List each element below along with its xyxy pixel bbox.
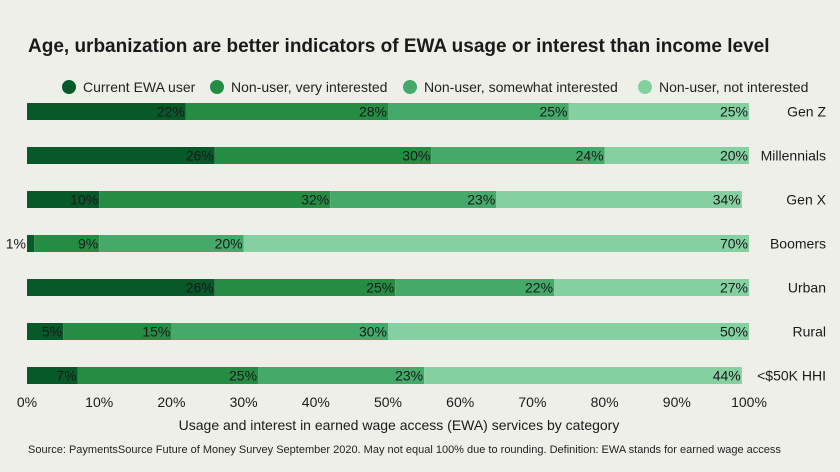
bar-segment-boomers-non-user-somewhat-interested [99,235,244,252]
legend-item-current-user: Current EWA user [62,79,210,95]
bar-segment-gen-x-non-user-very-interested [99,191,331,208]
data-label-urban-current-ewa-user: 26% [186,280,214,296]
x-tick-label-10: 100% [731,394,767,410]
bar-segment-millennials-non-user-not-interested [604,147,749,164]
data-label-millennials-current-ewa-user: 26% [186,148,214,164]
bar-segment-rural-current-ewa-user [27,323,64,340]
bar-segment-urban-current-ewa-user [27,279,215,296]
x-tick-label-5: 50% [374,394,402,410]
legend-swatch-current-user [62,80,76,94]
data-label-gen-z-current-ewa-user: 22% [157,104,185,120]
category-label-50k-hhi: <$50K HHI [757,368,826,384]
legend-label-somewhat-interested: Non-user, somewhat interested [424,79,618,95]
legend-swatch-somewhat-interested [403,80,417,94]
data-label-millennials-non-user-not-interested: 20% [720,148,748,164]
x-tick-label-2: 20% [157,394,185,410]
bar-segment-rural-non-user-somewhat-interested [171,323,388,340]
bar-segment-50k-hhi-non-user-very-interested [77,367,259,384]
x-tick-label-0: 0% [17,394,37,410]
data-label-gen-z-non-user-somewhat-interested: 25% [539,104,567,120]
data-label-50k-hhi-non-user-very-interested: 25% [229,368,257,384]
bar-segment-urban-non-user-not-interested [554,279,749,296]
category-label-rural: Rural [793,324,826,340]
bar-segment-gen-z-current-ewa-user [27,103,186,120]
legend-item-somewhat-interested: Non-user, somewhat interested [403,79,638,95]
bar-segment-50k-hhi-non-user-not-interested [424,367,742,384]
data-label-gen-x-current-ewa-user: 10% [70,192,98,208]
category-label-urban: Urban [788,280,826,296]
data-label-rural-non-user-somewhat-interested: 30% [359,324,387,340]
x-tick-label-8: 80% [591,394,619,410]
bar-segment-boomers-non-user-very-interested [34,235,100,252]
data-label-millennials-non-user-very-interested: 30% [402,148,430,164]
bar-segment-boomers-current-ewa-user [27,235,35,252]
bar-segment-50k-hhi-non-user-somewhat-interested [258,367,425,384]
data-label-millennials-non-user-somewhat-interested: 24% [576,148,604,164]
x-axis-title: Usage and interest in earned wage access… [179,417,620,433]
bar-segment-millennials-non-user-somewhat-interested [431,147,605,164]
legend-label-current-user: Current EWA user [83,79,196,95]
data-label-50k-hhi-current-ewa-user: 7% [56,368,76,384]
bar-segment-urban-non-user-somewhat-interested [395,279,555,296]
data-label-gen-x-non-user-somewhat-interested: 23% [467,192,495,208]
category-label-millennials: Millennials [761,148,826,164]
x-tick-label-9: 90% [663,394,691,410]
data-label-rural-non-user-very-interested: 15% [142,324,170,340]
category-label-gen-z: Gen Z [787,104,826,120]
legend: Current EWA user Non-user, very interest… [62,78,808,96]
x-tick-label-4: 40% [302,394,330,410]
legend-swatch-not-interested [638,80,652,94]
bar-segment-boomers-non-user-not-interested [243,235,749,252]
bar-segment-millennials-current-ewa-user [27,147,215,164]
data-label-urban-non-user-somewhat-interested: 22% [525,280,553,296]
bar-segment-gen-z-non-user-somewhat-interested [388,103,569,120]
chart-title: Age, urbanization are better indicators … [28,36,770,57]
category-label-gen-x: Gen X [786,192,826,208]
data-label-boomers-current-ewa-user: 1% [6,236,26,252]
data-label-50k-hhi-non-user-not-interested: 44% [713,368,741,384]
data-label-gen-x-non-user-not-interested: 34% [713,192,741,208]
x-tick-label-7: 70% [518,394,546,410]
data-label-gen-z-non-user-not-interested: 25% [720,104,748,120]
bar-segment-rural-non-user-very-interested [63,323,172,340]
bar-segment-50k-hhi-current-ewa-user [27,367,78,384]
source-footnote: Source: PaymentsSource Future of Money S… [28,444,781,456]
bar-segment-gen-x-non-user-somewhat-interested [330,191,497,208]
data-label-rural-current-ewa-user: 5% [42,324,62,340]
data-label-urban-non-user-very-interested: 25% [366,280,394,296]
bar-segment-gen-z-non-user-very-interested [185,103,388,120]
legend-label-very-interested: Non-user, very interested [231,79,388,95]
category-label-boomers: Boomers [770,236,826,252]
data-label-50k-hhi-non-user-somewhat-interested: 23% [395,368,423,384]
legend-item-not-interested: Non-user, not interested [638,79,808,95]
x-tick-label-1: 10% [85,394,113,410]
bar-segment-rural-non-user-not-interested [388,323,749,340]
legend-item-very-interested: Non-user, very interested [210,79,403,95]
data-label-rural-non-user-not-interested: 50% [720,324,748,340]
bar-segment-gen-z-non-user-not-interested [568,103,749,120]
data-label-boomers-non-user-not-interested: 70% [720,236,748,252]
x-tick-label-3: 30% [230,394,258,410]
data-label-boomers-non-user-somewhat-interested: 20% [215,236,243,252]
data-label-gen-z-non-user-very-interested: 28% [359,104,387,120]
data-label-gen-x-non-user-very-interested: 32% [301,192,329,208]
data-label-boomers-non-user-very-interested: 9% [78,236,98,252]
legend-label-not-interested: Non-user, not interested [659,79,809,95]
x-tick-label-6: 60% [446,394,474,410]
bar-segment-gen-x-non-user-not-interested [496,191,742,208]
data-label-urban-non-user-not-interested: 27% [720,280,748,296]
bar-segment-gen-x-current-ewa-user [27,191,100,208]
bar-segment-millennials-non-user-very-interested [214,147,432,164]
bar-segment-urban-non-user-very-interested [214,279,396,296]
legend-swatch-very-interested [210,80,224,94]
